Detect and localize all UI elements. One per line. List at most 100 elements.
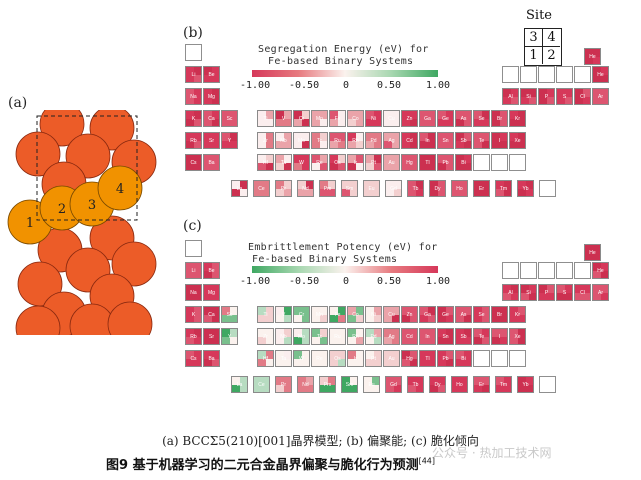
element-cell: Sr: [203, 328, 220, 345]
site-quadrant: [394, 385, 401, 392]
element-symbol: Hf: [263, 356, 268, 362]
element-symbol: Ru: [334, 334, 341, 340]
element-symbol: Ce: [258, 186, 265, 192]
site-quadrant: [518, 307, 525, 315]
element-cell: Sb: [455, 132, 472, 149]
element-cell: W: [293, 154, 310, 171]
site-quadrant: [446, 329, 453, 337]
element-symbol: Pr: [281, 382, 286, 388]
element-symbol: Ba: [208, 160, 215, 166]
site-quadrant: [456, 337, 464, 344]
element-cell: [473, 350, 490, 367]
site-quadrant: [408, 385, 416, 392]
element-symbol: Cd: [406, 138, 413, 144]
element-cell: Zr: [257, 328, 274, 345]
site-quadrant: [456, 133, 464, 141]
site-quadrant: [430, 385, 438, 392]
site-quadrant: [212, 141, 219, 148]
element-symbol: Yb: [522, 186, 529, 192]
element-cell: Cu: [383, 110, 400, 127]
element-symbol: Zr: [263, 334, 268, 340]
site-quadrant: [372, 377, 379, 385]
site-quadrant: [284, 351, 291, 359]
site-quadrant: [438, 337, 446, 344]
site-quadrant: [312, 315, 320, 322]
element-symbol: Te: [478, 334, 485, 340]
element-cell: Yb: [517, 180, 534, 197]
site-quadrant: [284, 155, 291, 163]
site-quadrant: [392, 155, 399, 163]
element-cell: Eu: [363, 376, 380, 393]
site-quadrant: [266, 155, 273, 163]
site-quadrant: [496, 181, 504, 189]
site-quadrant: [266, 329, 273, 337]
site-quadrant: [276, 385, 284, 392]
element-symbol: Ti: [263, 312, 268, 318]
element-cell: Zn: [401, 306, 418, 323]
site-quadrant: [204, 315, 212, 322]
element-symbol: W: [299, 160, 304, 166]
element-symbol: Xe: [514, 138, 521, 144]
element-cell: Er: [473, 376, 490, 393]
element-symbol: He: [589, 250, 596, 256]
site-quadrant: [294, 337, 302, 344]
element-symbol: Au: [388, 356, 395, 362]
element-symbol: Li: [191, 268, 196, 274]
element-cell: Cl: [574, 88, 591, 105]
site-quadrant: [402, 329, 410, 337]
site-quadrant: [464, 315, 471, 322]
element-cell: Y: [221, 328, 238, 345]
site-quadrant: [204, 337, 212, 344]
element-cell: Ho: [451, 376, 468, 393]
element-cell: Fe: [329, 306, 346, 323]
site-quadrant: [212, 75, 219, 82]
element-symbol: Pd: [370, 138, 377, 144]
element-symbol: La: [236, 186, 243, 192]
element-symbol: Ta: [280, 356, 287, 362]
site-quadrant: [194, 285, 201, 293]
element-cell: Br: [491, 306, 508, 323]
site-quadrant: [420, 155, 428, 163]
site-quadrant: [338, 155, 345, 163]
element-cell: Ca: [203, 110, 220, 127]
site-quadrant: [500, 329, 507, 337]
site-quadrant: [204, 293, 212, 300]
element-cell: Sr: [203, 132, 220, 149]
element-symbol: Mg: [208, 290, 215, 296]
element-cell: Pr: [275, 376, 292, 393]
site-quadrant: [386, 377, 394, 385]
site-quadrant: [384, 141, 392, 148]
element-cell: [509, 350, 526, 367]
site-quadrant: [518, 133, 525, 141]
element-cell: Tl: [419, 154, 436, 171]
element-symbol: Cr: [298, 116, 305, 122]
site-1: 1: [525, 47, 543, 64]
element-symbol: Cu: [388, 116, 395, 122]
site-quadrant: [194, 89, 201, 97]
element-symbol: Fe: [334, 312, 341, 318]
element-cell: He: [584, 244, 601, 261]
element-cell: Te: [473, 328, 490, 345]
site-quadrant: [194, 97, 201, 104]
site-quadrant: [284, 111, 291, 119]
element-cell: V: [275, 306, 292, 323]
site-quadrant: [482, 119, 489, 126]
element-symbol: Tm: [499, 382, 508, 388]
atom: [107, 301, 153, 335]
site-quadrant: [503, 89, 511, 97]
periodic-table-embrittlement: Li Be He Na Mg Al Si P S Cl Ar K Ca Sc Ti V Cr Mn Fe Co Ni Cu…: [185, 240, 609, 393]
element-cell: Tb: [407, 180, 424, 197]
site-quadrant: [294, 307, 302, 315]
element-cell: Hf: [257, 350, 274, 367]
element-cell: S: [556, 88, 573, 105]
site-quadrant: [482, 141, 489, 148]
site-quadrant: [384, 351, 392, 359]
element-cell: Sm: [341, 180, 358, 197]
site-4: 4: [543, 29, 560, 47]
site-quadrant: [482, 329, 489, 337]
tick: 0: [343, 276, 350, 287]
element-cell: [185, 44, 202, 61]
site-quadrant: [474, 111, 482, 119]
element-cell: S: [556, 284, 573, 301]
site-quadrant: [366, 307, 374, 315]
